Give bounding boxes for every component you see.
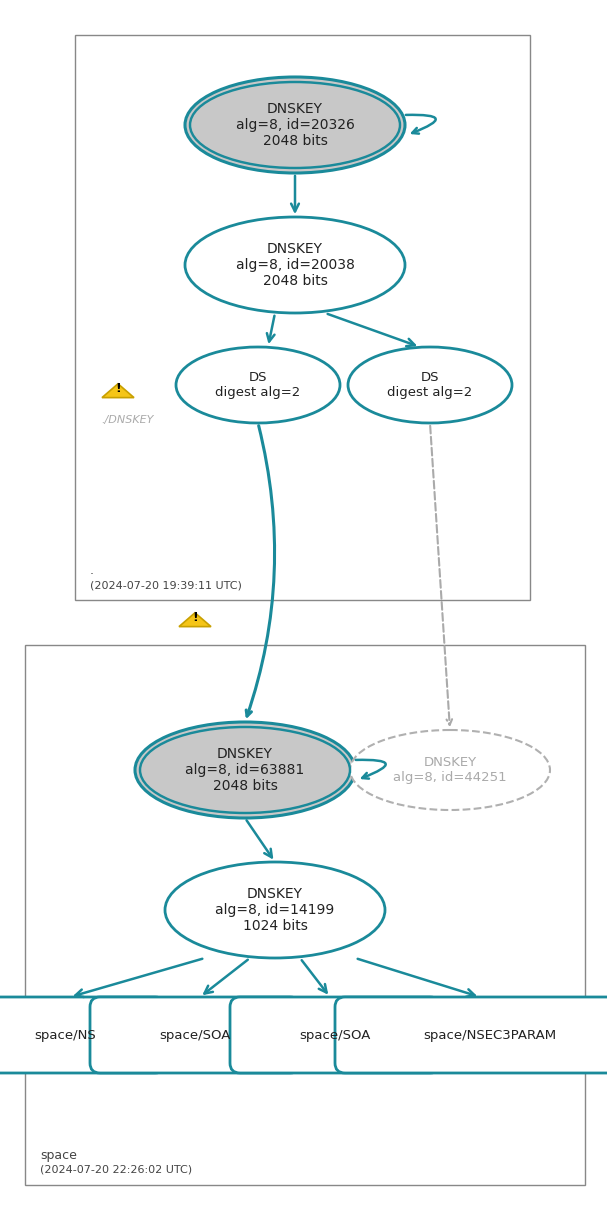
FancyArrowPatch shape	[246, 820, 272, 858]
FancyArrowPatch shape	[302, 960, 327, 993]
Text: .: .	[90, 564, 94, 577]
FancyBboxPatch shape	[75, 35, 530, 600]
Text: ./DNSKEY: ./DNSKEY	[102, 415, 154, 425]
Text: space: space	[40, 1148, 77, 1161]
FancyArrowPatch shape	[358, 959, 475, 997]
FancyArrowPatch shape	[291, 176, 299, 211]
Text: space/NS: space/NS	[34, 1028, 96, 1042]
Polygon shape	[102, 384, 134, 398]
Ellipse shape	[165, 863, 385, 958]
Text: DNSKEY
alg=8, id=44251: DNSKEY alg=8, id=44251	[393, 756, 507, 784]
FancyArrowPatch shape	[267, 316, 274, 342]
Text: DS
digest alg=2: DS digest alg=2	[387, 371, 473, 399]
Text: DNSKEY
alg=8, id=20326
2048 bits: DNSKEY alg=8, id=20326 2048 bits	[236, 101, 354, 148]
Ellipse shape	[350, 730, 550, 810]
FancyBboxPatch shape	[90, 997, 300, 1074]
FancyBboxPatch shape	[335, 997, 607, 1074]
FancyBboxPatch shape	[0, 997, 165, 1074]
FancyArrowPatch shape	[205, 960, 248, 993]
Text: space/SOA: space/SOA	[299, 1028, 371, 1042]
Ellipse shape	[135, 722, 355, 817]
Ellipse shape	[185, 217, 405, 314]
Text: DNSKEY
alg=8, id=20038
2048 bits: DNSKEY alg=8, id=20038 2048 bits	[236, 242, 354, 288]
Text: !: !	[115, 382, 121, 395]
Polygon shape	[179, 612, 211, 627]
Text: (2024-07-20 22:26:02 UTC): (2024-07-20 22:26:02 UTC)	[40, 1165, 192, 1175]
FancyBboxPatch shape	[25, 645, 585, 1185]
Text: space/SOA: space/SOA	[159, 1028, 231, 1042]
Ellipse shape	[176, 346, 340, 423]
Text: DNSKEY
alg=8, id=14199
1024 bits: DNSKEY alg=8, id=14199 1024 bits	[215, 887, 334, 933]
Text: space/NSEC3PARAM: space/NSEC3PARAM	[424, 1028, 557, 1042]
Text: (2024-07-20 19:39:11 UTC): (2024-07-20 19:39:11 UTC)	[90, 580, 242, 590]
FancyArrowPatch shape	[356, 760, 385, 778]
Text: DS
digest alg=2: DS digest alg=2	[215, 371, 300, 399]
FancyBboxPatch shape	[230, 997, 440, 1074]
Ellipse shape	[185, 77, 405, 173]
Text: DNSKEY
alg=8, id=63881
2048 bits: DNSKEY alg=8, id=63881 2048 bits	[185, 747, 305, 793]
Text: !: !	[192, 611, 198, 625]
Ellipse shape	[348, 346, 512, 423]
FancyArrowPatch shape	[75, 959, 202, 997]
FancyArrowPatch shape	[405, 115, 436, 134]
FancyArrowPatch shape	[328, 314, 415, 346]
